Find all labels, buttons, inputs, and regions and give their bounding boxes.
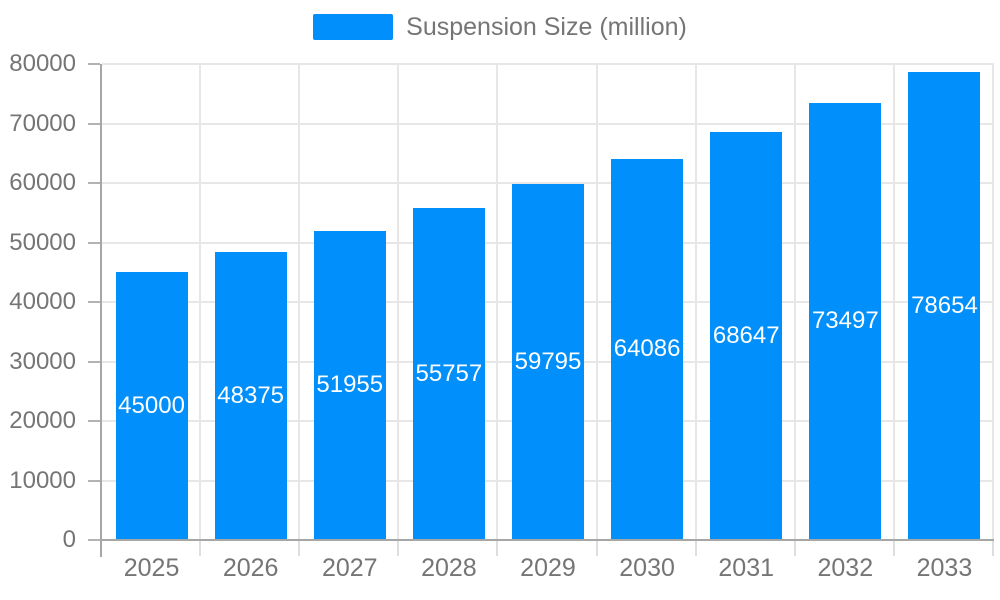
bar[interactable]: 55757 bbox=[412, 208, 485, 540]
y-axis: 0 10000 20000 30000 40000 50000 60000 70000 8000… bbox=[0, 52, 102, 552]
x-axis-label: 2025 bbox=[123, 554, 180, 582]
y-axis-label: 50000 bbox=[9, 228, 76, 256]
plot-area: 45000 2025 48375 2026 51955 2027 55757 2028 5979… bbox=[100, 63, 994, 581]
x-axis-tick bbox=[397, 540, 400, 556]
bar[interactable]: 48375 bbox=[214, 252, 287, 540]
y-axis-label: 30000 bbox=[9, 347, 76, 375]
bar-value-label: 64086 bbox=[613, 335, 681, 363]
bar[interactable]: 78654 bbox=[908, 72, 981, 540]
x-axis-tick bbox=[992, 540, 994, 556]
x-axis-label: 2029 bbox=[520, 554, 576, 582]
bar-value-label: 51955 bbox=[316, 371, 384, 399]
y-axis-tick bbox=[88, 539, 100, 541]
y-axis-tick bbox=[88, 63, 100, 65]
v-gridline bbox=[992, 64, 994, 540]
v-gridline bbox=[199, 64, 202, 540]
x-axis-tick bbox=[595, 540, 598, 556]
y-axis-label: 10000 bbox=[9, 466, 76, 494]
v-gridline bbox=[892, 64, 895, 540]
x-axis-label: 2028 bbox=[421, 554, 477, 582]
y-axis-tick bbox=[88, 182, 100, 184]
v-gridline bbox=[397, 64, 400, 540]
x-axis-label: 2031 bbox=[718, 554, 775, 582]
x-axis-tick bbox=[694, 540, 697, 556]
bar-value-label: 73497 bbox=[811, 307, 879, 335]
h-gridline bbox=[102, 63, 994, 65]
bar-value-label: 55757 bbox=[415, 360, 483, 388]
x-axis-label: 2026 bbox=[222, 554, 279, 582]
h-gridline bbox=[102, 182, 994, 184]
bar[interactable]: 64086 bbox=[611, 158, 684, 540]
y-axis-label: 0 bbox=[62, 526, 76, 553]
bar[interactable]: 59795 bbox=[512, 184, 584, 540]
x-axis-tick bbox=[496, 540, 499, 556]
x-axis-label: 2032 bbox=[817, 554, 874, 582]
v-gridline bbox=[298, 64, 301, 540]
bar[interactable]: 73497 bbox=[809, 102, 882, 540]
h-gridline bbox=[102, 122, 994, 125]
y-axis-tick bbox=[88, 301, 100, 303]
y-axis-label: 80000 bbox=[9, 50, 76, 77]
y-axis-label: 20000 bbox=[9, 407, 76, 434]
y-axis-line bbox=[100, 64, 102, 557]
legend-swatch bbox=[313, 14, 394, 40]
bar-value-label: 59795 bbox=[514, 348, 582, 376]
y-axis-tick bbox=[88, 479, 100, 482]
v-gridline bbox=[496, 64, 499, 540]
v-gridline bbox=[793, 64, 796, 540]
y-axis-tick bbox=[88, 122, 100, 125]
x-axis-label: 2030 bbox=[619, 554, 675, 582]
v-gridline bbox=[595, 64, 598, 540]
legend-item[interactable]: Suspension Size (million) bbox=[0, 14, 1000, 40]
x-axis-tick bbox=[793, 540, 796, 556]
x-axis-tick bbox=[892, 540, 895, 556]
bar-value-label: 68647 bbox=[712, 321, 780, 349]
x-axis-line bbox=[102, 539, 994, 541]
bar-value-label: 48375 bbox=[217, 382, 285, 410]
x-axis-tick bbox=[199, 540, 202, 556]
y-axis-label: 60000 bbox=[9, 169, 76, 196]
y-axis-tick bbox=[88, 241, 100, 244]
y-axis-tick bbox=[88, 360, 100, 363]
bar-value-label: 78654 bbox=[911, 292, 978, 320]
x-axis-tick bbox=[298, 540, 301, 556]
bar[interactable]: 68647 bbox=[710, 131, 783, 540]
legend-label: Suspension Size (million) bbox=[406, 12, 687, 41]
x-axis-label: 2027 bbox=[321, 554, 378, 582]
x-axis-label: 2033 bbox=[916, 554, 973, 582]
y-axis-tick bbox=[88, 420, 100, 422]
bar[interactable]: 51955 bbox=[313, 230, 386, 540]
bar-value-label: 45000 bbox=[118, 392, 185, 420]
bar[interactable]: 45000 bbox=[115, 272, 188, 540]
y-axis-label: 40000 bbox=[9, 288, 76, 315]
v-gridline bbox=[694, 64, 697, 540]
y-axis-label: 70000 bbox=[9, 109, 76, 137]
